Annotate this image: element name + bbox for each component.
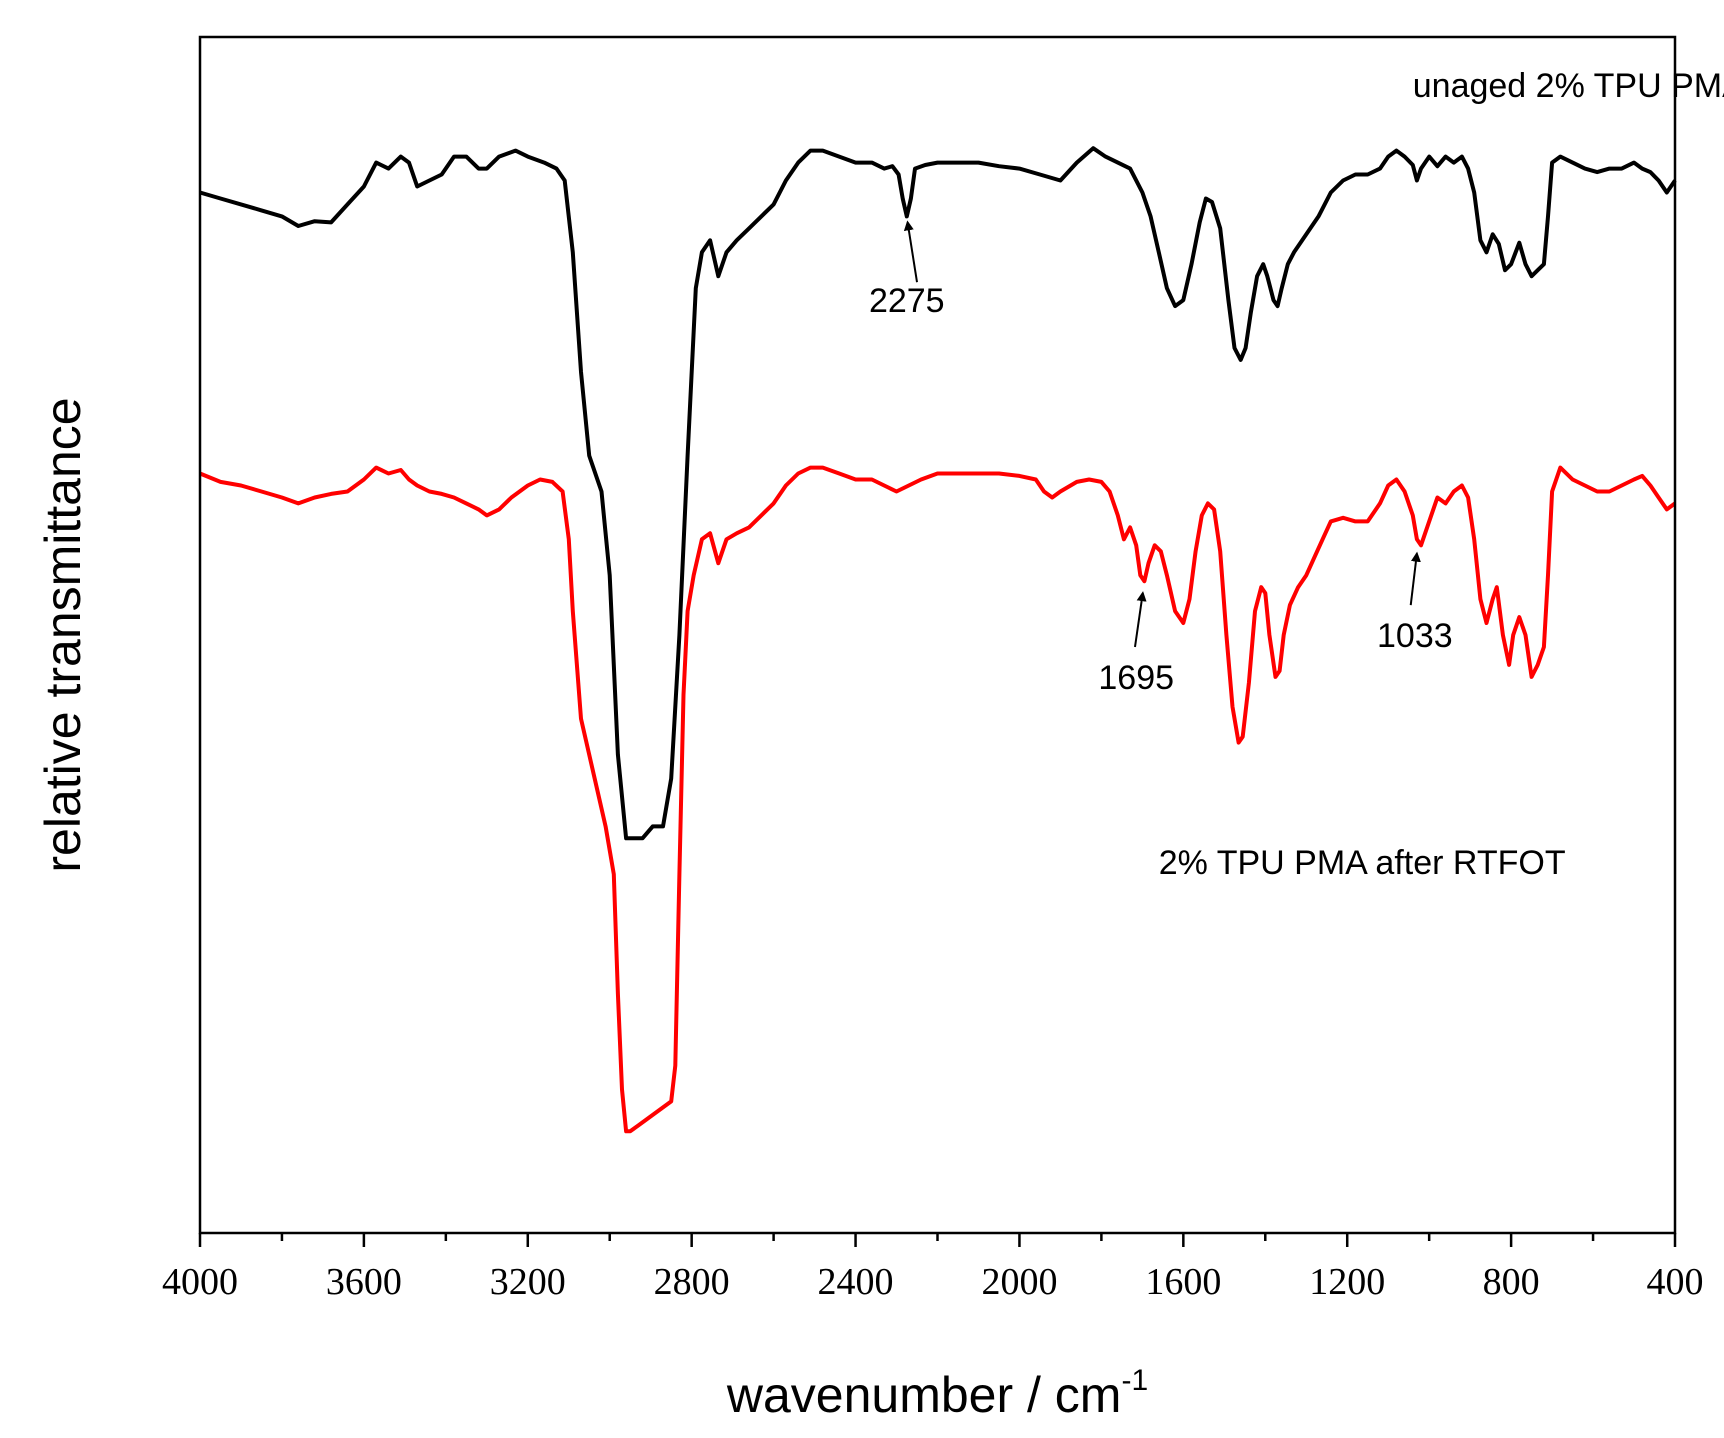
y-axis-title: relative transmittance (35, 397, 91, 872)
annotation-label: 2275 (869, 282, 945, 320)
x-tick-label: 2400 (818, 1261, 894, 1303)
x-tick-label: 2800 (654, 1261, 730, 1303)
x-axis-ticks: 4000 3600 3200 2800 2400 2000 1600 1200 800 400 (162, 1233, 1704, 1303)
x-axis-title-text: wavenumber / cm (726, 1367, 1122, 1423)
x-tick-label: 4000 (162, 1261, 238, 1303)
annotation-label: unaged 2% TPU PMA (1413, 67, 1724, 105)
annotation-label: 2% TPU PMA after RTFOT (1159, 844, 1566, 882)
x-tick-label: 3600 (326, 1261, 402, 1303)
annotation-label: 1695 (1098, 659, 1174, 697)
annotation-arrow (1409, 551, 1421, 606)
x-tick-label: 1200 (1309, 1261, 1385, 1303)
annotation-label: 1033 (1377, 617, 1453, 655)
x-tick-label: 400 (1647, 1261, 1704, 1303)
series-layer (199, 146, 1677, 1134)
series-line-2 (199, 465, 1677, 1134)
annotation-arrow (1133, 591, 1147, 648)
plot-frame (198, 35, 1677, 1235)
series-line-1 (199, 146, 1677, 841)
x-tick-label: 1600 (1145, 1261, 1221, 1303)
x-axis-title-superscript: -1 (1121, 1364, 1148, 1397)
x-tick-label: 800 (1483, 1261, 1540, 1303)
x-axis-title: wavenumber / cm-1 (726, 1364, 1148, 1423)
x-tick-label: 2000 (981, 1261, 1057, 1303)
annotation-arrow (903, 220, 919, 283)
x-tick-label: 3200 (490, 1261, 566, 1303)
annotations: unaged 2% TPU PMA 2% TPU PMA after RTFOT 2… (869, 67, 1724, 882)
